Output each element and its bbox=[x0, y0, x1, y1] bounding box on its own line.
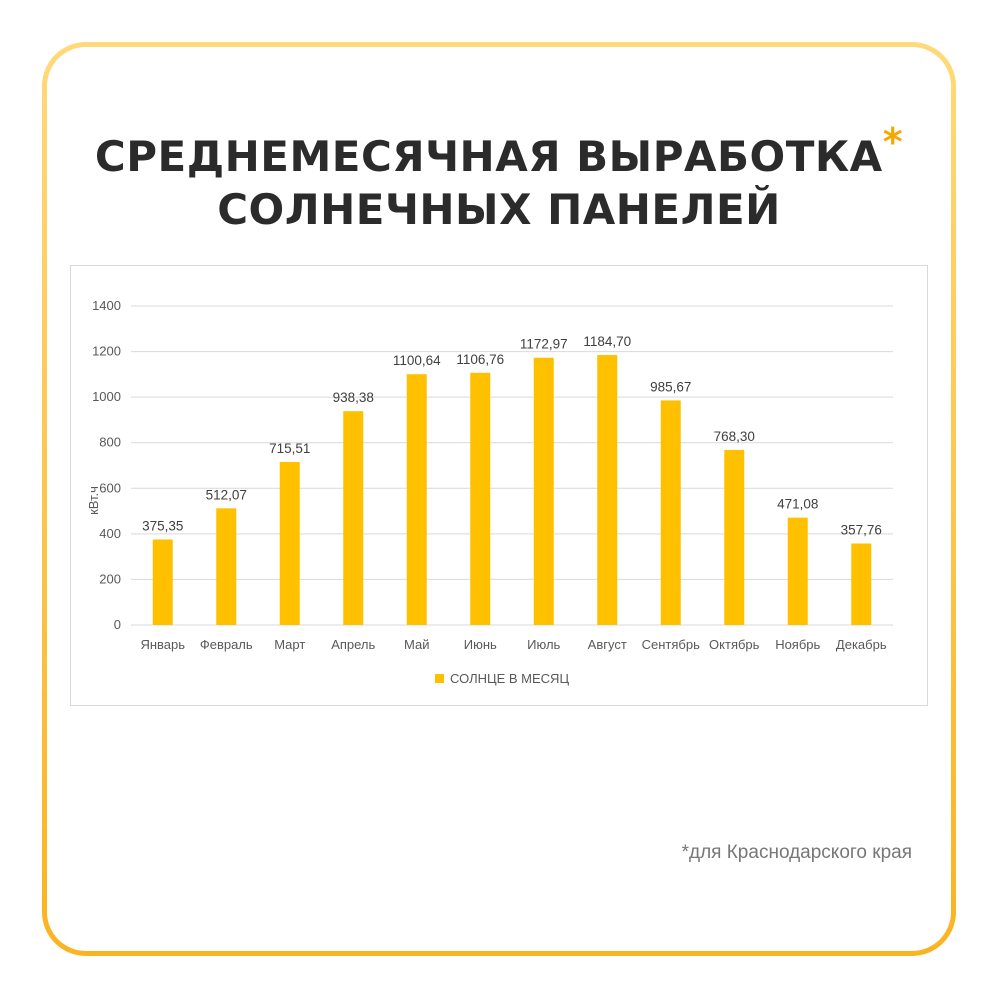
x-tick-label: Январь bbox=[140, 637, 185, 652]
x-tick-label: Август bbox=[588, 637, 627, 652]
chart-frame: 0 200 400 600 800 1000 1200 1400 кВт.ч 375,35 Янва… bbox=[70, 265, 928, 706]
y-tick-label: 1000 bbox=[92, 389, 121, 404]
bar bbox=[406, 374, 427, 625]
legend-swatch bbox=[435, 674, 444, 683]
bar bbox=[216, 508, 237, 625]
legend-label: СОЛНЦЕ В МЕСЯЦ bbox=[450, 671, 569, 686]
title-line-2: СОЛНЕЧНЫХ ПАНЕЛЕЙ bbox=[217, 185, 781, 234]
data-label: 985,67 bbox=[650, 379, 691, 394]
data-label: 768,30 bbox=[714, 429, 755, 444]
bar bbox=[851, 543, 872, 625]
bar-chart: 0 200 400 600 800 1000 1200 1400 кВт.ч 375,35 Янва… bbox=[86, 298, 893, 686]
data-label: 938,38 bbox=[333, 390, 374, 405]
y-tick-label: 1200 bbox=[92, 344, 121, 359]
footnote: *для Краснодарского края bbox=[681, 842, 912, 863]
x-tick-label: Февраль bbox=[200, 637, 253, 652]
data-label: 1100,64 bbox=[393, 353, 441, 368]
data-label: 357,76 bbox=[841, 522, 882, 537]
y-tick-label: 800 bbox=[99, 435, 121, 450]
bar bbox=[597, 355, 618, 625]
y-tick-label: 0 bbox=[114, 617, 121, 632]
title-line-1-text: СРЕДНЕМЕСЯЧНАЯ ВЫРАБОТКА bbox=[94, 132, 883, 181]
x-tick-label: Июль bbox=[527, 637, 560, 652]
x-tick-label: Март bbox=[274, 637, 305, 652]
y-tick-label: 200 bbox=[99, 571, 121, 586]
x-tick-label: Ноябрь bbox=[775, 637, 820, 652]
x-tick-label: Май bbox=[404, 637, 429, 652]
bar bbox=[343, 411, 364, 625]
bar bbox=[470, 372, 491, 625]
x-tick-label: Апрель bbox=[331, 637, 375, 652]
data-label: 375,35 bbox=[142, 518, 183, 533]
y-tick-label: 400 bbox=[99, 526, 121, 541]
x-tick-label: Декабрь bbox=[836, 637, 887, 652]
data-label: 1184,70 bbox=[583, 334, 631, 349]
title-line-1: СРЕДНЕМЕСЯЧНАЯ ВЫРАБОТКА* bbox=[47, 120, 951, 184]
x-tick-label: Октябрь bbox=[709, 637, 760, 652]
bar bbox=[724, 449, 745, 625]
data-label: 715,51 bbox=[269, 441, 310, 456]
bar bbox=[533, 357, 554, 625]
x-tick-label: Сентябрь bbox=[642, 637, 700, 652]
page-title: СРЕДНЕМЕСЯЧНАЯ ВЫРАБОТКА* СОЛНЕЧНЫХ ПАНЕ… bbox=[47, 120, 951, 236]
x-tick-label: Июнь bbox=[464, 637, 497, 652]
data-label: 1172,97 bbox=[520, 337, 568, 352]
data-label: 1106,76 bbox=[456, 352, 504, 367]
data-label: 471,08 bbox=[777, 497, 818, 512]
bar bbox=[279, 461, 300, 625]
title-asterisk: * bbox=[882, 120, 904, 164]
y-axis-label: кВт.ч bbox=[86, 486, 101, 515]
bar bbox=[152, 539, 173, 625]
y-tick-label: 1400 bbox=[92, 298, 121, 313]
data-label: 512,07 bbox=[206, 487, 247, 502]
bar bbox=[660, 400, 681, 625]
bar bbox=[787, 517, 808, 625]
y-tick-label: 600 bbox=[99, 480, 121, 495]
